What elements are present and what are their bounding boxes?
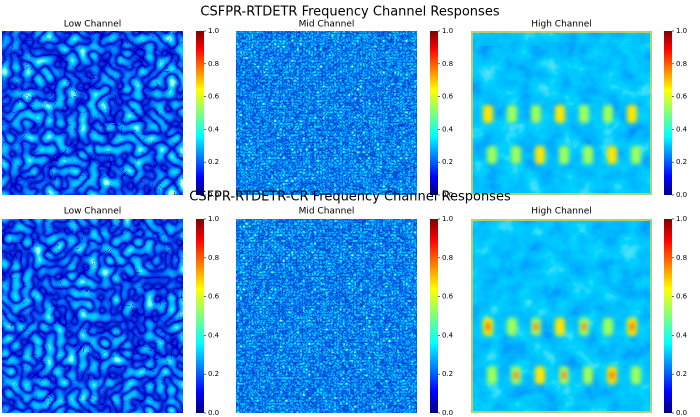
hotspot [507,317,517,336]
colorbar-tick-label: 0.0 [442,409,453,417]
colorbar-tick-label: 0.4 [676,331,688,339]
hotspot-core [630,322,634,331]
hotspot-core [562,371,566,380]
colorbar-tick-label: 0.8 [208,60,219,68]
panel-title: Mid Channel [299,20,355,30]
figure-title: CSFPR-RTDETR-CR Frequency Channel Respon… [189,190,511,205]
colorbar [196,31,204,195]
colorbar-tick-label: 0.2 [208,158,219,166]
hotspot [631,366,641,385]
hotspot [603,105,613,123]
colorbar-tick-label: 0.2 [676,370,687,378]
hotspot [559,146,569,164]
colorbar [430,31,438,195]
hotspot [511,146,521,164]
colorbar-tick-label: 0.8 [676,254,687,262]
hotspot [579,105,589,123]
colorbar-tick-label: 0.8 [208,254,219,262]
colorbar-tick-label: 0.8 [442,60,453,68]
colorbar-tick-label: 0.4 [676,125,688,133]
hotspots [483,317,641,385]
panel-title: Low Channel [64,207,122,217]
hotspot-core [486,322,490,331]
hotspot [603,317,613,336]
colorbar-tick-label: 0.6 [676,293,688,301]
colorbar-tick-label: 0.0 [676,191,687,199]
heatmap [236,219,417,413]
colorbar-tick-label: 0.6 [676,93,688,101]
hotspot [487,146,497,164]
hotspot [483,105,493,123]
colorbar-tick-label: 0.2 [442,370,453,378]
hotspot [487,366,497,385]
panel-title: High Channel [531,207,592,217]
colorbar-tick-label: 0.6 [208,93,220,101]
hotspot-core [534,322,538,331]
heatmap-edge [471,31,652,195]
heatmap [2,219,183,413]
colorbar-tick-label: 0.0 [208,409,219,417]
heatmap [2,31,183,195]
colorbar-tick-label: 0.6 [442,93,454,101]
colorbar-tick-label: 0.0 [442,191,453,199]
hotspot [531,105,541,123]
colorbar-tick-label: 0.4 [442,125,454,133]
panel-title: Mid Channel [299,207,355,217]
colorbar-tick-label: 0.8 [676,60,687,68]
colorbar-tick-label: 0.4 [208,331,220,339]
colorbar [196,219,204,413]
hotspot [607,146,617,164]
hotspot [555,105,565,123]
colorbar-tick-label: 0.6 [208,293,220,301]
colorbar-tick-label: 0.8 [442,254,453,262]
hotspot-core [610,371,614,380]
colorbar-tick-label: 0.2 [676,158,687,166]
hotspot [583,146,593,164]
colorbar-tick-label: 1.0 [208,27,219,35]
heatmap-edge [471,219,652,413]
colorbar [664,219,672,413]
hotspot [627,105,637,123]
colorbar [430,219,438,413]
colorbar-tick-label: 1.0 [208,215,219,223]
hotspot [583,366,593,385]
hotspots [483,105,641,164]
colorbar-tick-label: 1.0 [442,215,453,223]
colorbar-tick-label: 1.0 [442,27,453,35]
colorbar-tick-label: 0.4 [208,125,220,133]
hotspot [507,105,517,123]
hotspot [535,366,545,385]
hotspot-core [582,322,586,331]
heatmap [236,31,417,195]
colorbar-tick-label: 1.0 [676,27,687,35]
hotspot-core [514,371,518,380]
hotspot [631,146,641,164]
colorbar-tick-label: 0.4 [442,331,454,339]
colorbar [664,31,672,195]
colorbar-tick-label: 1.0 [676,215,687,223]
figure-title: CSFPR-RTDETR Frequency Channel Responses [200,5,499,20]
colorbar-tick-label: 0.2 [442,158,453,166]
hotspot [555,317,565,336]
colorbar-tick-label: 0.2 [208,370,219,378]
panel-title: High Channel [531,20,592,30]
hotspot [535,146,545,164]
panel-title: Low Channel [64,20,122,30]
colorbar-tick-label: 0.6 [442,293,454,301]
colorbar-tick-label: 0.0 [676,409,687,417]
colorbar-tick-label: 0.0 [208,191,219,199]
